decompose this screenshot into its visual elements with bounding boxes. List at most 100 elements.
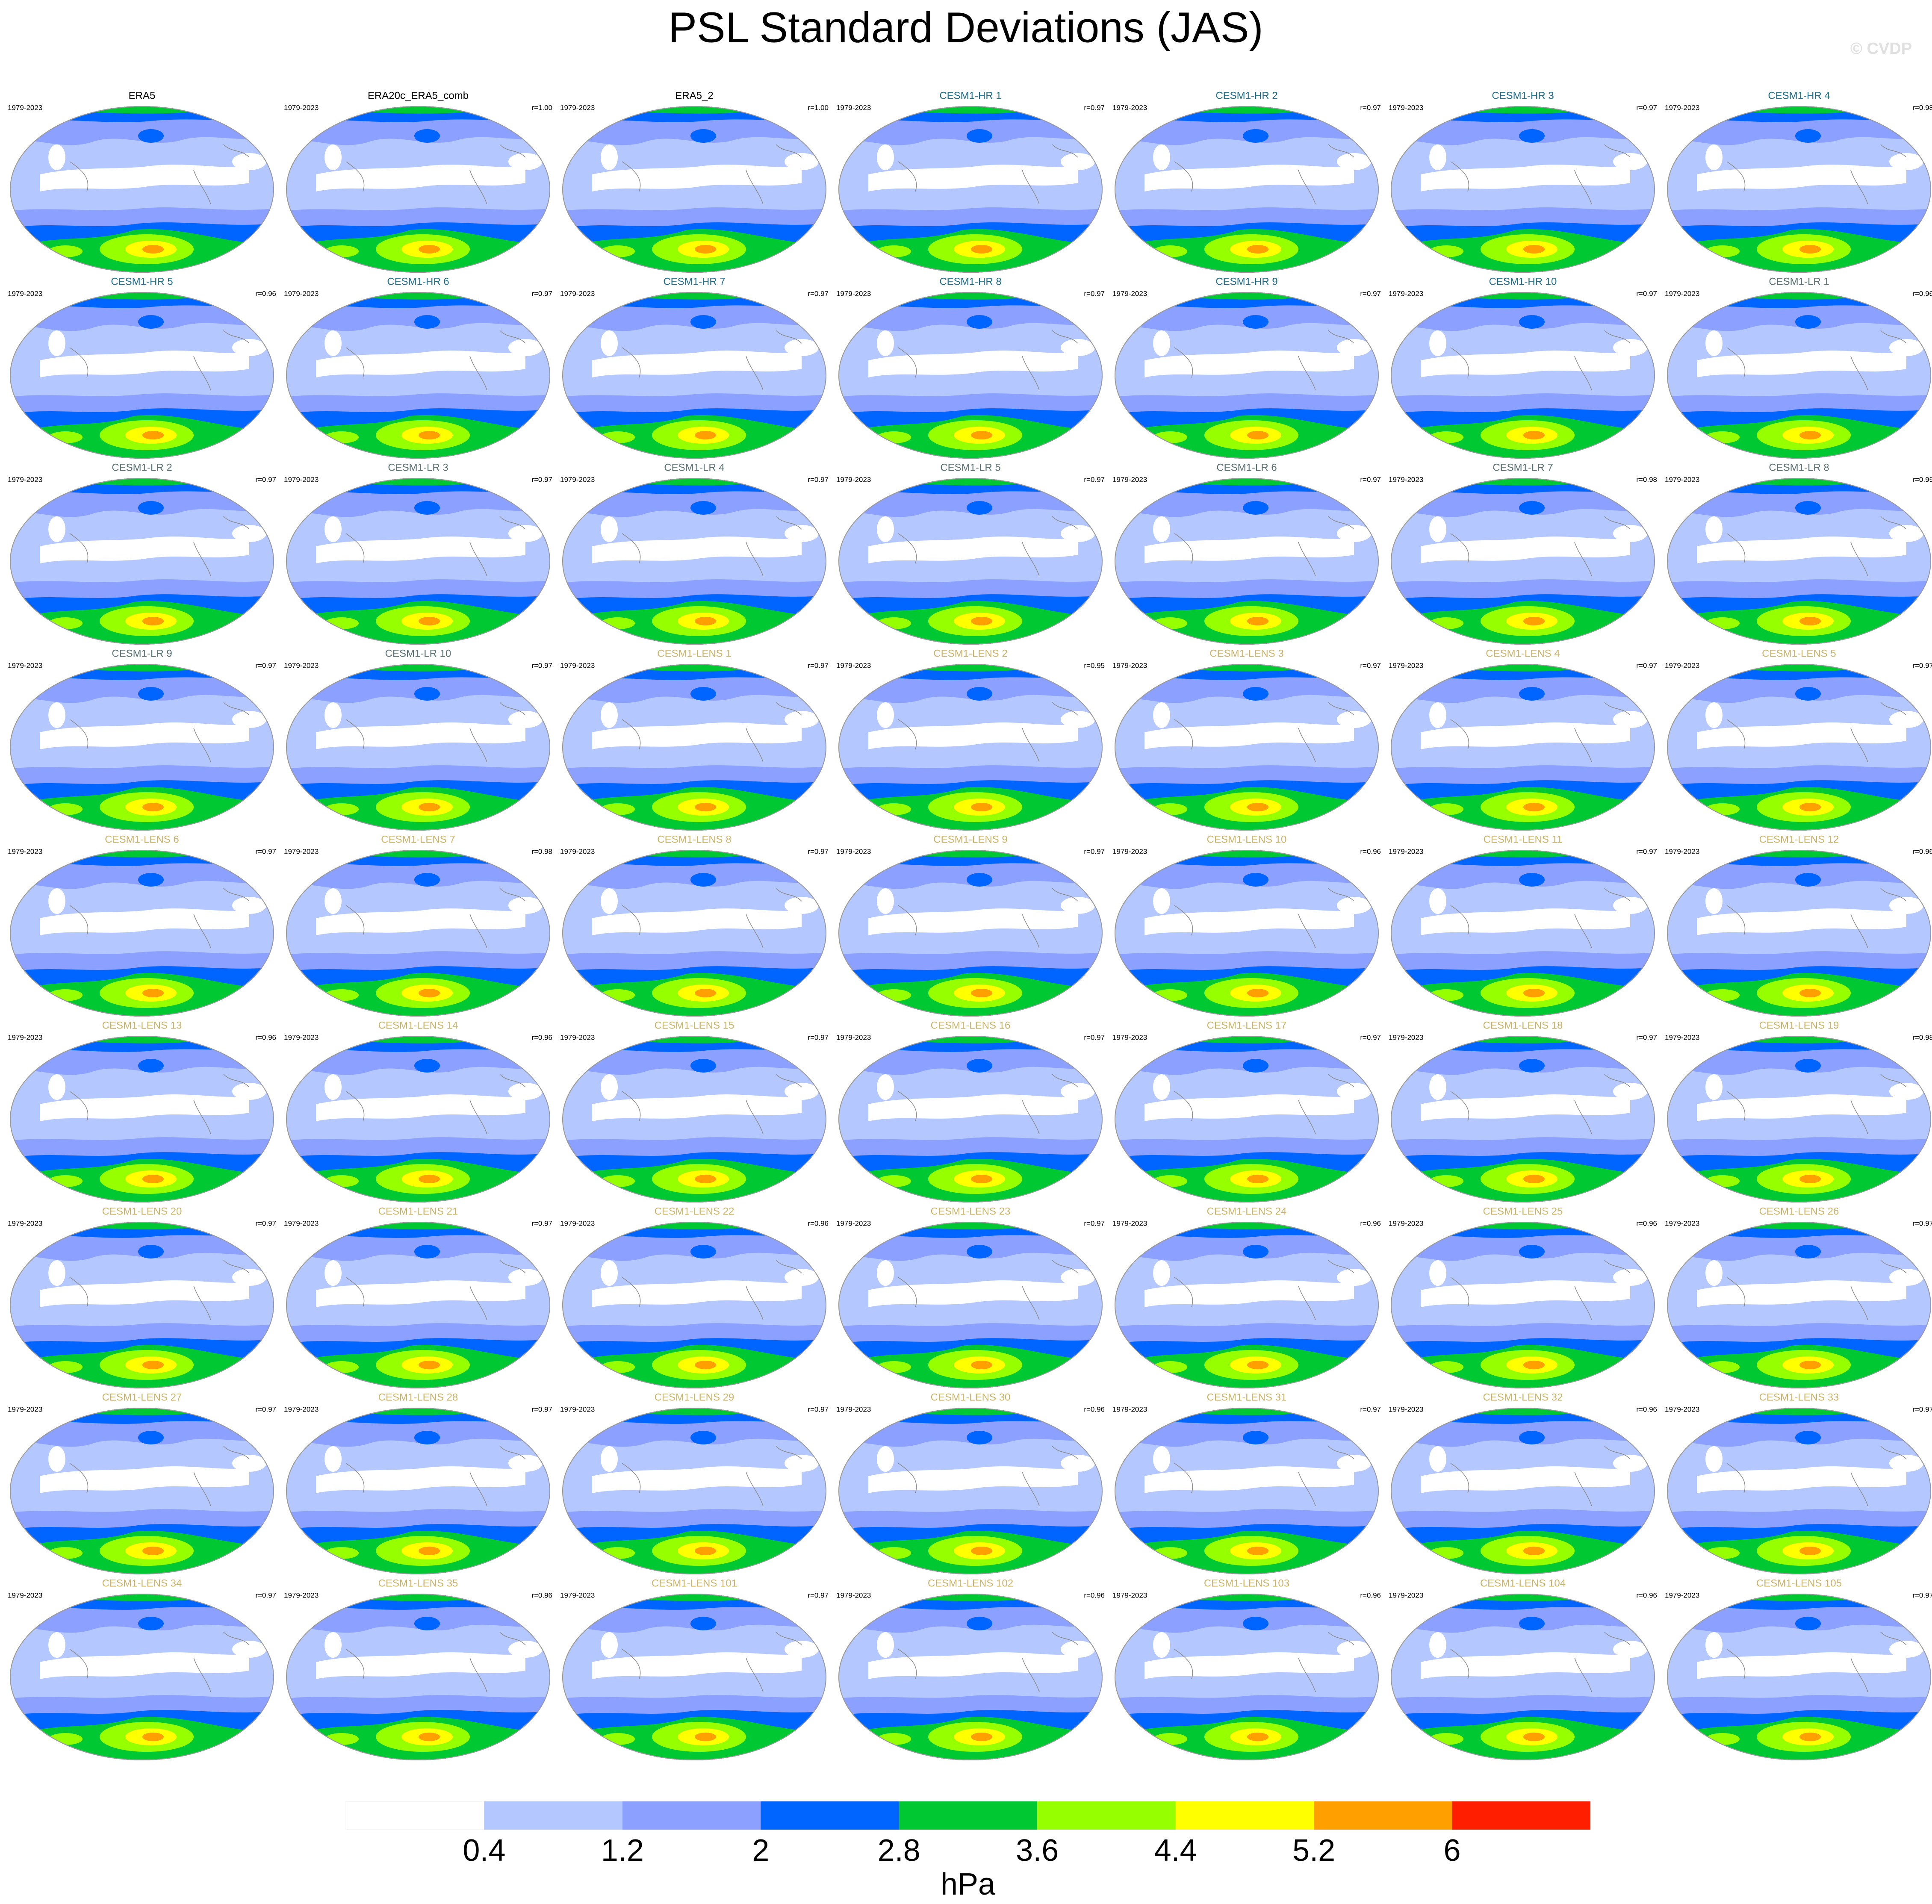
figure-title: PSL Standard Deviations (JAS): [668, 3, 1263, 51]
panel-period: 1979-2023: [1112, 847, 1147, 855]
map-panel: CESM1-LENS 28 1979-2023 r=0.97: [284, 1391, 552, 1574]
map: [1391, 292, 1655, 459]
panel-title: CESM1-HR 9: [1215, 276, 1277, 287]
map: [286, 1594, 550, 1760]
panel-title: CESM1-LENS 33: [1759, 1391, 1839, 1403]
panel-period: 1979-2023: [1112, 1033, 1147, 1041]
map: [838, 1408, 1103, 1574]
panel-period: 1979-2023: [8, 1405, 42, 1413]
map-panel: CESM1-LENS 12 1979-2023 r=0.96: [1665, 834, 1932, 1017]
panel-title: CESM1-LENS 2: [933, 648, 1007, 659]
panel-period: 1979-2023: [284, 1405, 319, 1413]
map-panel: ERA5 1979-2023: [8, 90, 274, 273]
panel-period: 1979-2023: [1112, 289, 1147, 298]
map: [838, 1594, 1103, 1760]
map-panel: CESM1-LENS 21 1979-2023 r=0.97: [284, 1205, 552, 1388]
panel-title: CESM1-LENS 15: [655, 1020, 734, 1031]
panel-correlation: r=0.97: [531, 1219, 552, 1227]
panel-title: CESM1-LENS 29: [655, 1391, 734, 1403]
panel-period: 1979-2023: [1112, 1405, 1147, 1413]
map: [1667, 1036, 1931, 1203]
map-panel: CESM1-LENS 15 1979-2023 r=0.97: [560, 1020, 829, 1203]
panel-correlation: r=0.97: [1084, 1219, 1105, 1227]
map: [1667, 850, 1931, 1017]
colorbar-label: 1.2: [601, 1833, 644, 1868]
map-panel: CESM1-LR 8 1979-2023 r=0.95: [1665, 462, 1932, 645]
panel-correlation: r=0.96: [1912, 847, 1932, 855]
panel-correlation: r=0.97: [808, 847, 829, 855]
panel-correlation: r=0.97: [1360, 1405, 1381, 1413]
panel-title: CESM1-HR 8: [939, 276, 1001, 287]
panel-title: CESM1-LR 1: [1769, 276, 1829, 287]
colorbar-label: 2: [752, 1833, 769, 1868]
map: [1391, 1222, 1655, 1388]
panel-correlation: r=0.96: [1360, 847, 1381, 855]
map: [10, 1222, 274, 1388]
map-panel: CESM1-LENS 1 1979-2023 r=0.97: [560, 648, 829, 831]
map: [1391, 1036, 1655, 1203]
panel-correlation: r=0.97: [255, 1219, 276, 1227]
panel-period: 1979-2023: [284, 289, 319, 298]
map: [1667, 664, 1931, 831]
panel-title: CESM1-LENS 20: [102, 1205, 182, 1217]
panel-period: 1979-2023: [1665, 1033, 1699, 1041]
panel-correlation: r=0.97: [531, 1405, 552, 1413]
map: [1667, 478, 1931, 645]
panel-period: 1979-2023: [1389, 1033, 1423, 1041]
panel-title: CESM1-LENS 34: [102, 1577, 182, 1589]
panel-title: CESM1-HR 4: [1768, 90, 1830, 101]
panel-title: CESM1-LENS 23: [931, 1205, 1011, 1217]
panel-correlation: r=0.96: [1636, 1405, 1657, 1413]
panel-correlation: r=0.97: [255, 1591, 276, 1599]
map: [286, 1036, 550, 1203]
map: [838, 478, 1103, 645]
map: [838, 292, 1103, 459]
map: [1115, 664, 1379, 831]
panel-title: CESM1-LENS 104: [1480, 1577, 1566, 1589]
panel-correlation: r=0.97: [1912, 1591, 1932, 1599]
panel-correlation: r=0.97: [1084, 1033, 1105, 1041]
panel-period: 1979-2023: [836, 1219, 871, 1227]
colorbar-label: 2.8: [878, 1833, 920, 1868]
panel-correlation: r=0.96: [1912, 289, 1932, 298]
panel-period: 1979-2023: [1389, 847, 1423, 855]
panel-correlation: r=0.97: [1636, 103, 1657, 112]
panel-title: CESM1-LENS 4: [1486, 648, 1560, 659]
panel-period: 1979-2023: [8, 847, 42, 855]
map: [1115, 106, 1379, 273]
panel-title: CESM1-LENS 17: [1207, 1020, 1287, 1031]
panel-correlation: r=0.97: [1912, 661, 1932, 669]
map-panel: CESM1-HR 6 1979-2023 r=0.97: [284, 276, 552, 459]
map: [1667, 1594, 1931, 1760]
map: [562, 106, 826, 273]
map-panel: CESM1-LR 5 1979-2023 r=0.97: [836, 462, 1105, 645]
panel-title: ERA5: [129, 90, 156, 101]
panel-period: 1979-2023: [836, 1591, 871, 1599]
panel-correlation: r=0.97: [255, 475, 276, 483]
panel-correlation: r=0.96: [1360, 1591, 1381, 1599]
panel-correlation: r=0.97: [1360, 1033, 1381, 1041]
map-panel: CESM1-LENS 105 1979-2023 r=0.97: [1665, 1577, 1932, 1760]
panel-title: CESM1-LENS 27: [102, 1391, 182, 1403]
colorbar-label: 4.4: [1154, 1833, 1197, 1868]
panel-correlation: r=1.00: [808, 103, 829, 112]
map: [838, 1222, 1103, 1388]
map-panel: CESM1-LR 3 1979-2023 r=0.97: [284, 462, 552, 645]
panel-correlation: r=0.97: [1636, 1033, 1657, 1041]
panel-title: CESM1-LENS 16: [931, 1020, 1011, 1031]
panel-period: 1979-2023: [1389, 103, 1423, 112]
panel-title: CESM1-LENS 22: [655, 1205, 734, 1217]
panel-correlation: r=0.96: [255, 289, 276, 298]
map: [1391, 1594, 1655, 1760]
map: [838, 664, 1103, 831]
colorbar-box: [1452, 1801, 1590, 1830]
panel-correlation: r=0.96: [1360, 1219, 1381, 1227]
panel-title: CESM1-LENS 9: [933, 834, 1007, 845]
map: [562, 1594, 826, 1760]
map: [1667, 106, 1931, 273]
map: [10, 664, 274, 831]
map-panel: CESM1-LENS 23 1979-2023 r=0.97: [836, 1205, 1105, 1388]
panel-correlation: r=0.97: [808, 1405, 829, 1413]
map: [1115, 292, 1379, 459]
